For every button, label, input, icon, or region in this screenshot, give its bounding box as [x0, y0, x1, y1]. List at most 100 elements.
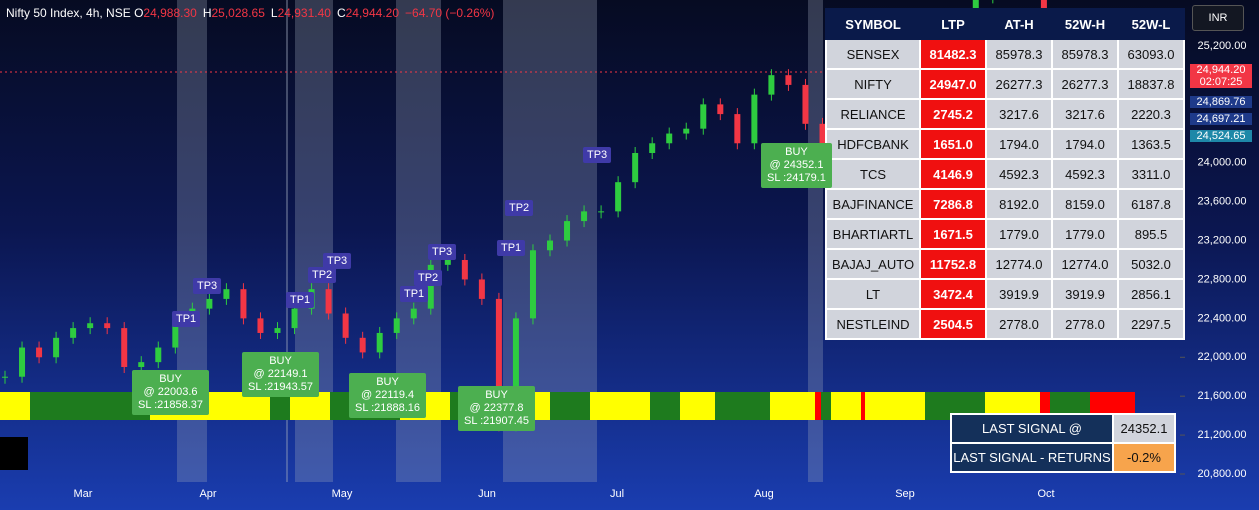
signal-strip	[815, 392, 821, 420]
x-tick-label: Sep	[895, 488, 915, 500]
signal-row: LAST SIGNAL - RETURNS -0.2%	[950, 442, 1176, 473]
watchlist-table: SYMBOL LTP AT-H 52W-H 52W-L SENSEX 81482.3 8597…	[825, 8, 1185, 340]
currency-button[interactable]: INR	[1192, 5, 1244, 31]
candle	[427, 264, 434, 309]
x-tick-label: Aug	[754, 488, 774, 500]
logo-block	[0, 437, 28, 470]
candle	[461, 260, 468, 280]
price-tag-value: 24,524.65	[1196, 130, 1246, 142]
table-cell: HDFCBANK	[825, 128, 921, 160]
candle	[649, 143, 656, 153]
signal-strip	[821, 392, 831, 420]
candle	[700, 104, 707, 129]
tp-label: TP3	[193, 278, 222, 294]
table-cell: LT	[825, 278, 921, 310]
buy-label-line: BUY	[785, 146, 808, 158]
table-cell: 8159.0	[1051, 188, 1119, 220]
candle	[598, 211, 605, 213]
table-cell: 895.5	[1117, 218, 1185, 250]
table-cell: 26277.3	[1051, 68, 1119, 100]
y-tick-label: 22,400.00	[1198, 312, 1247, 324]
buy-label: BUY @ 22003.6 SL :21858.37	[132, 370, 210, 415]
buy-label-line: SL :21888.16	[355, 402, 421, 414]
table-cell: 8192.0	[985, 188, 1053, 220]
candle	[478, 279, 485, 299]
table-cell: 52W-H	[1051, 8, 1119, 40]
candle	[581, 211, 588, 222]
candle	[70, 328, 77, 338]
table-cell: 3311.0	[1117, 158, 1185, 190]
buy-label-line: @ 22377.8	[469, 402, 524, 414]
candle	[529, 250, 536, 319]
candle	[512, 318, 519, 426]
candle	[547, 240, 553, 251]
candle	[785, 75, 792, 85]
signal-strip	[30, 392, 150, 420]
table-cell: 1794.0	[1051, 128, 1119, 160]
table-cell: 5032.0	[1117, 248, 1185, 280]
table-cell: 3217.6	[1051, 98, 1119, 130]
candle	[359, 337, 366, 353]
candle	[734, 114, 741, 144]
candle	[342, 313, 349, 338]
candle	[240, 289, 247, 319]
price-tag: 24,944.20 02:07:25	[1190, 64, 1252, 88]
candle	[751, 94, 758, 144]
price-tag: 24,697.21	[1190, 113, 1252, 125]
table-row: RELIANCE 2745.2 3217.6 3217.6 2220.3	[825, 98, 1185, 130]
candle	[410, 308, 417, 319]
candle	[393, 318, 400, 333]
table-cell: 3217.6	[985, 98, 1053, 130]
price-tag: 24,869.76	[1190, 96, 1252, 108]
buy-label-line: @ 22003.6	[143, 386, 198, 398]
table-cell: 12774.0	[985, 248, 1053, 280]
ohlc-label: O	[134, 6, 144, 20]
tp-label: TP2	[414, 270, 443, 286]
candle	[155, 347, 162, 363]
buy-label-line: BUY	[269, 355, 292, 367]
table-cell: 1779.0	[1051, 218, 1119, 250]
table-row: SYMBOL LTP AT-H 52W-H 52W-L	[825, 8, 1185, 40]
signal-value: 24352.1	[1112, 413, 1176, 444]
candle	[717, 104, 724, 115]
buy-label-line: @ 24352.1	[769, 159, 824, 171]
table-cell: 2856.1	[1117, 278, 1185, 310]
table-cell: 4146.9	[919, 158, 987, 190]
buy-label: BUY @ 22119.4 SL :21888.16	[349, 373, 427, 418]
x-tick-label: Apr	[199, 488, 216, 500]
table-cell: 3472.4	[919, 278, 987, 310]
candle	[632, 153, 639, 183]
candle	[274, 328, 281, 333]
table-row: TCS 4146.9 4592.3 4592.3 3311.0	[825, 158, 1185, 190]
signal-strip	[550, 392, 590, 420]
x-tick-label: Mar	[74, 488, 93, 500]
table-cell: 2220.3	[1117, 98, 1185, 130]
tp-label: TP1	[497, 240, 526, 256]
table-cell: 18837.8	[1117, 68, 1185, 100]
candle	[802, 84, 809, 124]
candle	[53, 337, 60, 358]
table-row: BHARTIARTL 1671.5 1779.0 1779.0 895.5	[825, 218, 1185, 250]
y-tick-label: 25,200.00	[1198, 40, 1247, 52]
time-marker	[286, 0, 288, 482]
signal-strip	[1040, 392, 1050, 420]
symbol-header: Nifty 50 Index, 4h, NSE O24,988.30 H25,02…	[6, 6, 500, 20]
buy-label: BUY @ 22149.1 SL :21943.57	[242, 352, 320, 397]
table-cell: 85978.3	[985, 38, 1053, 70]
ohlc-value: 24,931.40	[277, 6, 331, 20]
candle	[564, 221, 571, 241]
candle	[683, 128, 690, 134]
table-cell: BAJAJ_AUTO	[825, 248, 921, 280]
session-band	[808, 0, 823, 482]
table-cell: 4592.3	[985, 158, 1053, 190]
buy-label-line: SL :21943.57	[248, 381, 314, 393]
signal-strip	[0, 392, 30, 420]
table-row: LT 3472.4 3919.9 3919.9 2856.1	[825, 278, 1185, 310]
candle	[223, 289, 230, 299]
table-row: BAJFINANCE 7286.8 8192.0 8159.0 6187.8	[825, 188, 1185, 220]
signal-strip	[865, 392, 925, 420]
y-tick-label: 24,000.00	[1198, 157, 1247, 169]
table-cell: 63093.0	[1117, 38, 1185, 70]
